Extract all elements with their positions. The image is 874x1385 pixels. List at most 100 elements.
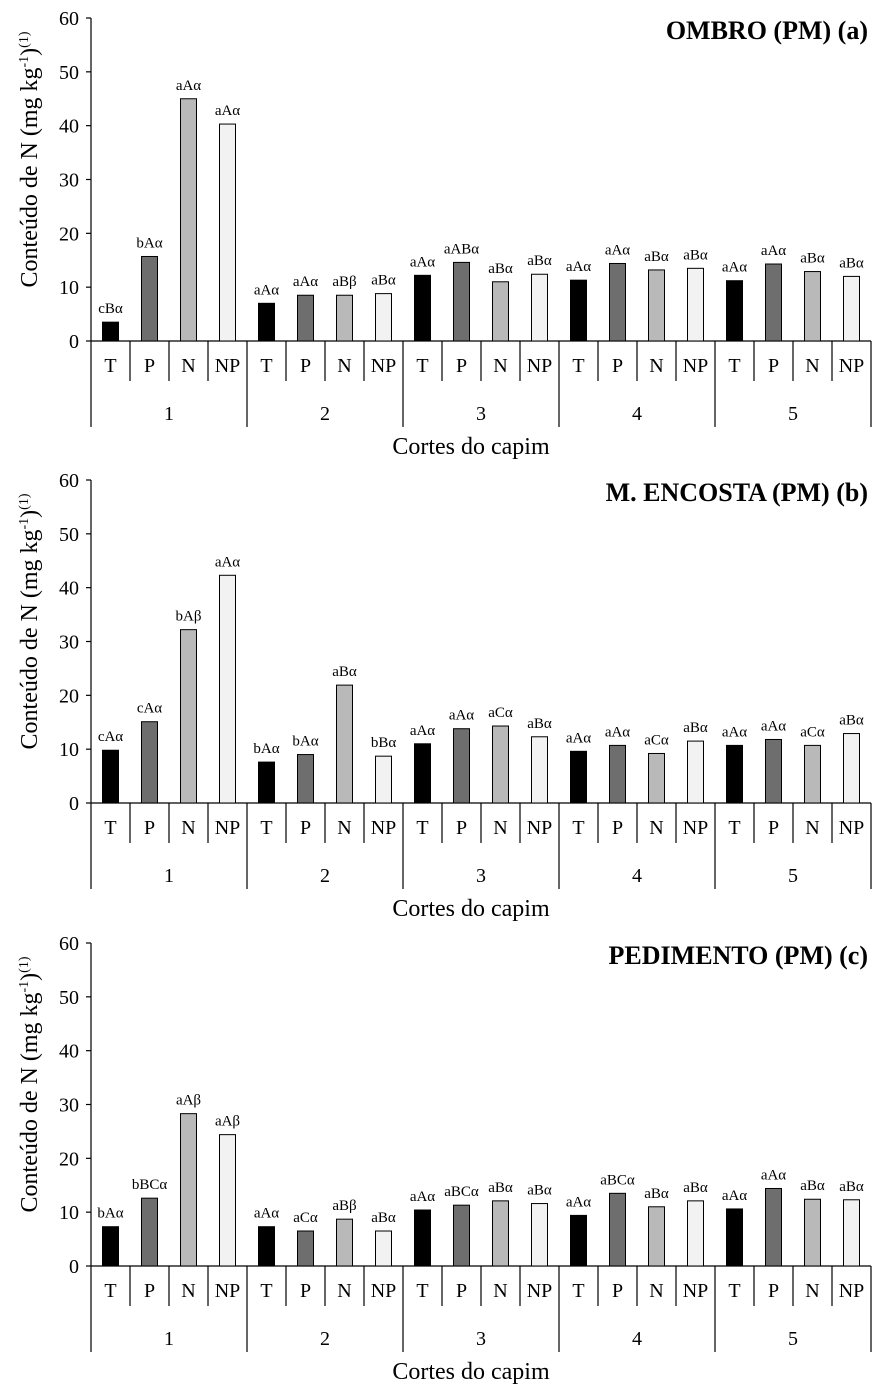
bar-P-corte-1: [141, 721, 158, 804]
bar-T-corte-3: [414, 1209, 431, 1267]
chart-1: 0102030405060cBαTbAαPaAαNaAαNP1aAαTaAαPa…: [17, 8, 872, 460]
data-label: aBα: [371, 273, 396, 289]
category-label: NP: [527, 355, 553, 377]
bar-NP-corte-1: [219, 1134, 236, 1267]
y-tick-label: 30: [59, 170, 79, 192]
data-label: aAβ: [176, 1093, 201, 1109]
bar-T-corte-5: [726, 280, 743, 342]
bar-P-corte-1: [141, 1197, 158, 1267]
category-label: P: [612, 1280, 623, 1302]
bar-T-corte-1: [102, 749, 119, 804]
chart-2: 0102030405060cAαTcAαPbAβNaAαNP1bAαTbAαPa…: [17, 470, 872, 922]
y-tick-label: 50: [59, 524, 79, 546]
data-label: aBα: [527, 253, 552, 269]
bar-NP-corte-4: [687, 1200, 704, 1267]
y-tick-label: 60: [59, 8, 79, 30]
bar-NP-corte-4: [687, 740, 704, 804]
category-label: N: [805, 1280, 819, 1302]
category-label: P: [768, 1280, 779, 1302]
y-axis-title-sup: -1: [17, 518, 32, 530]
group-label: 5: [788, 403, 798, 425]
data-label: aAα: [215, 554, 240, 570]
category-label: T: [572, 817, 584, 839]
bar-T-corte-4: [570, 279, 587, 342]
bar-N-corte-2: [336, 294, 353, 342]
category-label: T: [416, 817, 428, 839]
data-label: aBα: [527, 716, 552, 732]
chart-3: 0102030405060bAαTbBCαPaAβNaAβNP1aAαTaCαP…: [17, 933, 872, 1385]
chart-title: PEDIMENTO (PM) (c): [609, 941, 868, 970]
data-label: aAα: [566, 259, 591, 275]
category-label: NP: [527, 817, 553, 839]
x-axis-title: Cortes do capim: [392, 434, 550, 460]
data-label: bAα: [292, 734, 318, 750]
y-axis-title-main: Conteúdo de N (mg kg: [17, 993, 43, 1213]
data-label: aCα: [644, 732, 669, 748]
category-label: T: [572, 355, 584, 377]
y-tick-label: 0: [69, 331, 79, 353]
data-label: aAα: [722, 1188, 747, 1204]
category-label: NP: [683, 355, 709, 377]
data-label: aBα: [683, 247, 708, 263]
category-label: NP: [215, 355, 241, 377]
bar-P-corte-1: [141, 255, 158, 342]
data-label: aBβ: [332, 1198, 356, 1214]
y-tick-label: 10: [59, 739, 79, 761]
data-label: bBCα: [132, 1177, 168, 1193]
data-label: bBα: [371, 735, 397, 751]
data-label: aAα: [449, 708, 474, 724]
bar-NP-corte-1: [219, 574, 236, 804]
data-label: aAα: [410, 723, 435, 739]
y-tick-label: 10: [59, 277, 79, 299]
category-label: NP: [683, 1280, 709, 1302]
bar-NP-corte-4: [687, 267, 704, 342]
y-axis-title-paren: ): [17, 48, 43, 56]
category-label: T: [260, 817, 272, 839]
category-label: NP: [839, 817, 865, 839]
data-label: cBα: [98, 301, 123, 317]
bar-T-corte-1: [102, 321, 119, 342]
category-label: N: [181, 1280, 195, 1302]
category-label: N: [805, 355, 819, 377]
x-axis-title: Cortes do capim: [392, 1359, 550, 1385]
y-tick-label: 30: [59, 632, 79, 654]
category-label: NP: [527, 1280, 553, 1302]
data-label: aBα: [488, 1180, 513, 1196]
category-label: N: [649, 355, 663, 377]
group-label: 4: [632, 1328, 642, 1350]
data-label: cAα: [137, 701, 162, 717]
data-label: aAα: [722, 724, 747, 740]
bar-P-corte-4: [609, 1192, 626, 1267]
data-label: bAα: [97, 1206, 123, 1222]
bar-N-corte-3: [492, 281, 509, 342]
y-axis-title-sup: -1: [17, 56, 32, 68]
bar-P-corte-5: [765, 1187, 782, 1267]
chart-title: M. ENCOSTA (PM) (b): [606, 478, 868, 507]
y-tick-label: 40: [59, 578, 79, 600]
bar-N-corte-1: [180, 629, 197, 804]
data-label: aBCα: [600, 1172, 635, 1188]
bar-P-corte-3: [453, 1204, 470, 1267]
data-label: aAα: [410, 254, 435, 270]
bar-N-corte-5: [804, 744, 821, 804]
data-label: aBα: [683, 720, 708, 736]
category-label: N: [337, 355, 351, 377]
bar-P-corte-2: [297, 294, 314, 342]
data-label: aBα: [371, 1210, 396, 1226]
category-label: P: [144, 355, 155, 377]
bar-N-corte-1: [180, 98, 197, 342]
y-axis-title-paren: ): [17, 510, 43, 518]
category-label: NP: [215, 1280, 241, 1302]
group-label: 3: [476, 403, 486, 425]
data-label: aAα: [254, 1206, 279, 1222]
bar-N-corte-5: [804, 1198, 821, 1267]
data-label: aBα: [644, 1186, 669, 1202]
category-label: NP: [371, 355, 397, 377]
y-axis-title-main: Conteúdo de N (mg kg: [17, 530, 43, 750]
bar-T-corte-3: [414, 274, 431, 342]
bar-T-corte-1: [102, 1226, 119, 1267]
bar-T-corte-2: [258, 302, 275, 342]
bar-P-corte-2: [297, 1230, 314, 1267]
data-label: bAα: [136, 235, 162, 251]
data-label: aAα: [761, 1167, 786, 1183]
